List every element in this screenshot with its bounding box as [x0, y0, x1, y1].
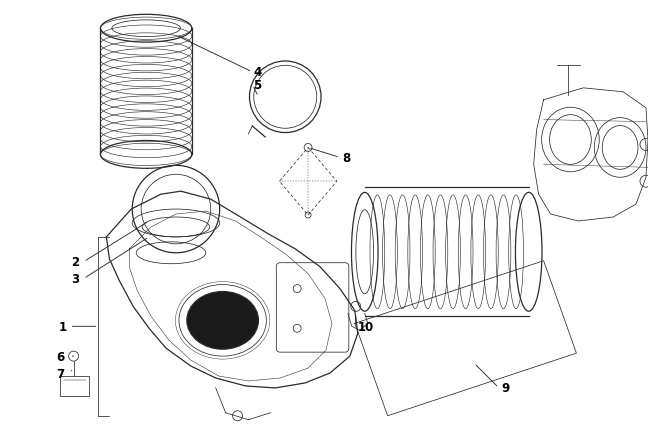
Text: 9: 9: [501, 381, 509, 395]
Text: 5: 5: [254, 79, 262, 92]
Text: 10: 10: [358, 320, 374, 333]
Text: 1: 1: [58, 320, 67, 333]
Text: 6: 6: [57, 350, 65, 363]
Text: 3: 3: [72, 272, 80, 286]
Text: 4: 4: [254, 66, 262, 79]
Text: 2: 2: [72, 256, 80, 268]
Ellipse shape: [187, 292, 259, 350]
Text: 7: 7: [57, 367, 65, 380]
Text: 8: 8: [342, 152, 350, 165]
